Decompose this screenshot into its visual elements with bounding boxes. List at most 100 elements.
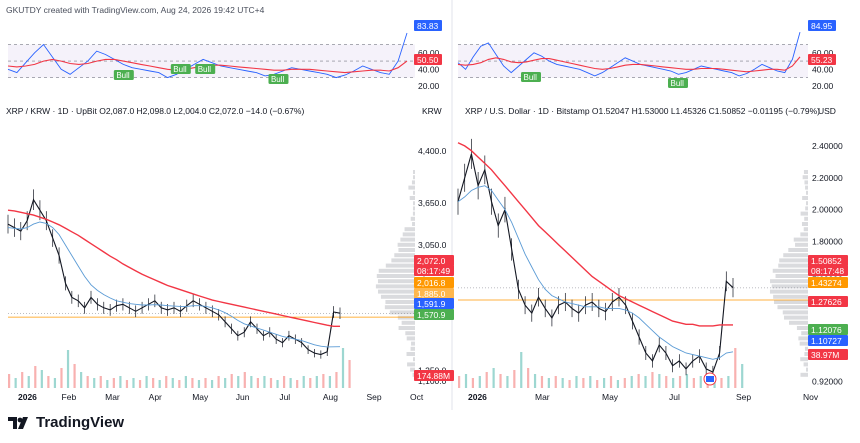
volume-profile-bar	[378, 279, 415, 283]
volume-bar	[87, 376, 89, 388]
volume-bar	[60, 368, 62, 388]
volume-profile-bar	[378, 290, 415, 294]
price-badge: 174.88M	[417, 371, 450, 381]
volume-profile-bar	[783, 253, 808, 257]
volume-profile-bar	[770, 290, 808, 294]
volume-bar	[283, 376, 285, 388]
series-ma-blue	[8, 222, 340, 347]
price-badge: 1,591.9	[417, 299, 446, 309]
time-axis-tick: Jul	[279, 392, 290, 402]
volume-bar	[250, 376, 252, 388]
volume-bar	[204, 378, 206, 388]
volume-profile	[376, 170, 415, 377]
volume-profile-bar	[386, 264, 415, 268]
time-axis-tick: Mar	[535, 392, 550, 402]
volume-profile-bar	[381, 295, 415, 299]
volume-bar	[290, 378, 292, 388]
price-y-tick: 1.80000	[812, 236, 843, 246]
volume-profile-bar	[410, 196, 415, 200]
volume-profile-bar	[413, 201, 415, 205]
volume-bar	[520, 352, 522, 388]
volume-profile-bar	[805, 347, 808, 351]
volume-bar	[348, 360, 350, 388]
volume-profile-bar	[402, 321, 415, 325]
oscillator-value-badge: 55.23	[811, 55, 833, 65]
volume-profile-bar	[788, 248, 808, 252]
volume-profile-bar	[412, 222, 415, 226]
bull-label: Bull	[671, 79, 685, 88]
oscillator-value-badge: 83.83	[417, 21, 439, 31]
volume-profile-bar	[391, 258, 415, 262]
volume-profile-bar	[806, 201, 808, 205]
volume-profile-bar	[803, 175, 808, 179]
volume-bar	[499, 374, 501, 388]
tradingview-wordmark: TradingView	[36, 414, 124, 431]
volume-bar	[465, 374, 467, 388]
price-badge: 08:17:48	[811, 266, 844, 276]
volume-profile-bar	[800, 357, 808, 361]
volume-bar	[672, 378, 674, 388]
oscillator-y-tick: 20.00	[812, 81, 834, 91]
volume-bar	[132, 378, 134, 388]
time-axis-tick: Jun	[236, 392, 250, 402]
oscillator-y-tick: 40.00	[418, 64, 440, 74]
time-axis-tick: Nov	[803, 392, 819, 402]
volume-profile-bar	[405, 227, 415, 231]
volume-bar	[41, 370, 43, 388]
price-y-tick: 2.20000	[812, 173, 843, 183]
volume-profile	[770, 170, 808, 377]
volume-profile-bar	[407, 336, 415, 340]
price-y-tick: 2.40000	[812, 141, 843, 151]
volume-profile-bar	[774, 300, 808, 304]
price-badge: 2,072.0	[417, 256, 446, 266]
volume-profile-bar	[804, 362, 808, 366]
volume-bar	[322, 374, 324, 388]
price-y-tick: 4,400.0	[418, 146, 447, 156]
volume-bar	[276, 380, 278, 388]
volume-profile-bar	[777, 305, 808, 309]
volume-bar	[342, 348, 344, 388]
volume-profile-bar	[407, 362, 415, 366]
volume-profile-bar	[802, 222, 808, 226]
volume-bar	[145, 376, 147, 388]
volume-profile-bar	[806, 368, 808, 372]
volume-profile-bar	[411, 217, 415, 221]
volume-bar	[568, 380, 570, 388]
volume-bar	[610, 376, 612, 388]
volume-bar	[191, 378, 193, 388]
volume-bar	[589, 376, 591, 388]
volume-profile-bar	[413, 175, 415, 179]
volume-profile-bar	[804, 352, 808, 356]
volume-profile-bar	[376, 284, 415, 288]
volume-bar	[73, 364, 75, 388]
oscillator-value-badge: 84.95	[811, 21, 833, 31]
volume-bar	[21, 372, 23, 388]
volume-profile-bar	[773, 269, 808, 273]
volume-profile-bar	[789, 321, 808, 325]
time-axis-tick: 2026	[18, 392, 37, 402]
volume-profile-bar	[379, 269, 415, 273]
price-badge: 1.27626	[811, 297, 842, 307]
volume-bar	[651, 372, 653, 388]
volume-bar	[126, 380, 128, 388]
volume-profile-bar	[398, 248, 415, 252]
event-flag-icon-inner	[706, 376, 714, 382]
volume-bar	[638, 374, 640, 388]
volume-profile-bar	[804, 227, 808, 231]
volume-bar	[596, 380, 598, 388]
volume-profile-bar	[802, 196, 808, 200]
bull-label: Bull	[198, 65, 212, 74]
time-axis-tick: May	[602, 392, 619, 402]
volume-bar	[575, 376, 577, 388]
volume-profile-bar	[413, 170, 415, 174]
volume-profile-bar	[798, 336, 808, 340]
volume-profile-bar	[399, 326, 415, 330]
volume-profile-bar	[377, 274, 415, 278]
volume-bar	[329, 376, 331, 388]
volume-bar	[218, 376, 220, 388]
volume-bar	[734, 348, 736, 388]
volume-profile-bar	[413, 206, 415, 210]
volume-bar	[631, 376, 633, 388]
volume-profile-bar	[390, 310, 415, 314]
